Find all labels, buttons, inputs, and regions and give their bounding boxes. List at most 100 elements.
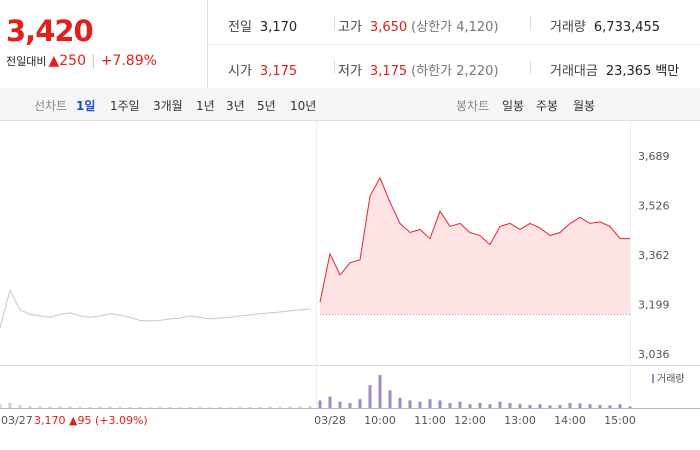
volume-bar [178, 407, 182, 408]
volume-bar [128, 406, 132, 408]
volume-bar [448, 402, 452, 408]
change-value: ▲250 [48, 53, 86, 69]
volume-bar [298, 406, 302, 408]
stat-label: 거래대금 [550, 64, 598, 79]
tab[interactable]: 10년 [290, 99, 317, 113]
stat-value: 6,733,455 [593, 20, 661, 35]
volume-bar [158, 406, 162, 408]
volume-bar [198, 407, 202, 408]
volume-bar [248, 406, 252, 408]
x-tick-label: 03/27 [1, 414, 33, 427]
y-tick-label: 3,689 [638, 150, 670, 163]
stat-label: 시가 [228, 64, 252, 79]
stat: 거래량 6,733,455 [550, 16, 660, 35]
legend-swatch [652, 374, 654, 383]
volume-bar [98, 406, 102, 408]
volume-bar [468, 404, 472, 408]
stat-value: 3,175 [259, 64, 298, 79]
volume-bar [188, 406, 192, 408]
volume-bar [538, 404, 542, 408]
tab-group-label: 봉차트 [456, 99, 490, 113]
volume-bar [608, 405, 612, 408]
volume-bar [478, 402, 482, 408]
tab[interactable]: 일봉 [502, 99, 525, 113]
volume-bar [168, 406, 172, 408]
stat: 고가 3,650 (상한가 4,120) [338, 16, 499, 35]
y-tick-label: 3,199 [638, 299, 670, 312]
x-tick-label: 15:00 [604, 414, 636, 427]
x-tick-label: 11:00 [414, 414, 446, 427]
stat-value: 3,650 [369, 20, 408, 35]
change-label: 전일대비 [6, 55, 47, 68]
quote-header: 3,420 전일대비 ▲250 | +7.89% 전일 3,170 고가 3,650 (상한… [0, 0, 700, 89]
tab[interactable]: 3년 [226, 99, 245, 113]
volume-bar [558, 404, 562, 408]
volume-bar [628, 406, 632, 408]
volume-bar [328, 396, 332, 408]
volume-bar [528, 404, 532, 408]
stat-label: 저가 [338, 64, 362, 79]
stat-note: (하한가 2,220) [411, 64, 499, 79]
volume-bar [388, 390, 392, 408]
stat-label: 전일 [228, 20, 252, 35]
area [320, 177, 630, 315]
volume-bar [228, 407, 232, 408]
legend-label: 거래량 [657, 373, 685, 385]
volume-bar [368, 385, 372, 408]
chart-tabs: 선차트 봉차트 1일 1주일 3개월 1년 3년 5년 10년 일봉 주봉 월봉 [0, 88, 700, 121]
volume-bar [278, 406, 282, 408]
volume-bar [358, 399, 362, 408]
x-tick-label: 03/28 [314, 414, 346, 427]
volume-bar [88, 406, 92, 408]
volume-bar [118, 406, 122, 408]
volume-bar [598, 404, 602, 408]
tab[interactable]: 3개월 [153, 99, 183, 113]
tab[interactable]: 1일 [76, 99, 96, 113]
volume-bar [398, 397, 402, 408]
tab[interactable]: 1주일 [110, 99, 140, 113]
volume-bar [78, 406, 82, 408]
volume-bar [458, 401, 462, 408]
volume-bar [0, 404, 2, 408]
volume-bar [438, 400, 442, 408]
stat-label: 고가 [338, 20, 362, 35]
x-tick-label: 14:00 [554, 414, 586, 427]
volume-bar [568, 402, 572, 408]
x-tick-label: 12:00 [454, 414, 486, 427]
volume-bar [588, 404, 592, 408]
stat-note: 백만 [655, 64, 680, 79]
price-line [0, 288, 311, 329]
volume-bar [308, 405, 312, 408]
stat: 거래대금 23,365 백만 [550, 60, 679, 79]
volume-bar [498, 401, 502, 408]
x-tick-label: 10:00 [364, 414, 396, 427]
volume-bar [268, 406, 272, 408]
stat: 전일 3,170 [228, 16, 297, 35]
tab[interactable]: 5년 [257, 99, 276, 113]
stat-value: 3,175 [369, 64, 408, 79]
volume-bar [58, 406, 62, 408]
volume-bar [318, 400, 322, 408]
change-percent: +7.89% [100, 53, 157, 69]
volume-bar [348, 402, 352, 408]
tab[interactable]: 월봉 [573, 99, 596, 113]
volume-bar [218, 406, 222, 408]
volume-bar [148, 407, 152, 408]
tab[interactable]: 1년 [196, 99, 215, 113]
volume-bar [518, 404, 522, 408]
volume-bar [408, 400, 412, 408]
volume-bar [108, 406, 112, 408]
stat: 시가 3,175 [228, 60, 297, 79]
volume-bar [18, 404, 22, 408]
price-change: 전일대비 ▲250 | +7.89% [6, 53, 157, 69]
tab[interactable]: 주봉 [536, 99, 559, 113]
x-tick-label: 13:00 [504, 414, 536, 427]
tab-group-label: 선차트 [34, 99, 68, 113]
volume-bar [338, 401, 342, 408]
volume-bar [38, 406, 42, 408]
volume-bar [618, 404, 622, 408]
volume-bar [548, 405, 552, 408]
y-tick-label: 3,526 [638, 199, 670, 212]
